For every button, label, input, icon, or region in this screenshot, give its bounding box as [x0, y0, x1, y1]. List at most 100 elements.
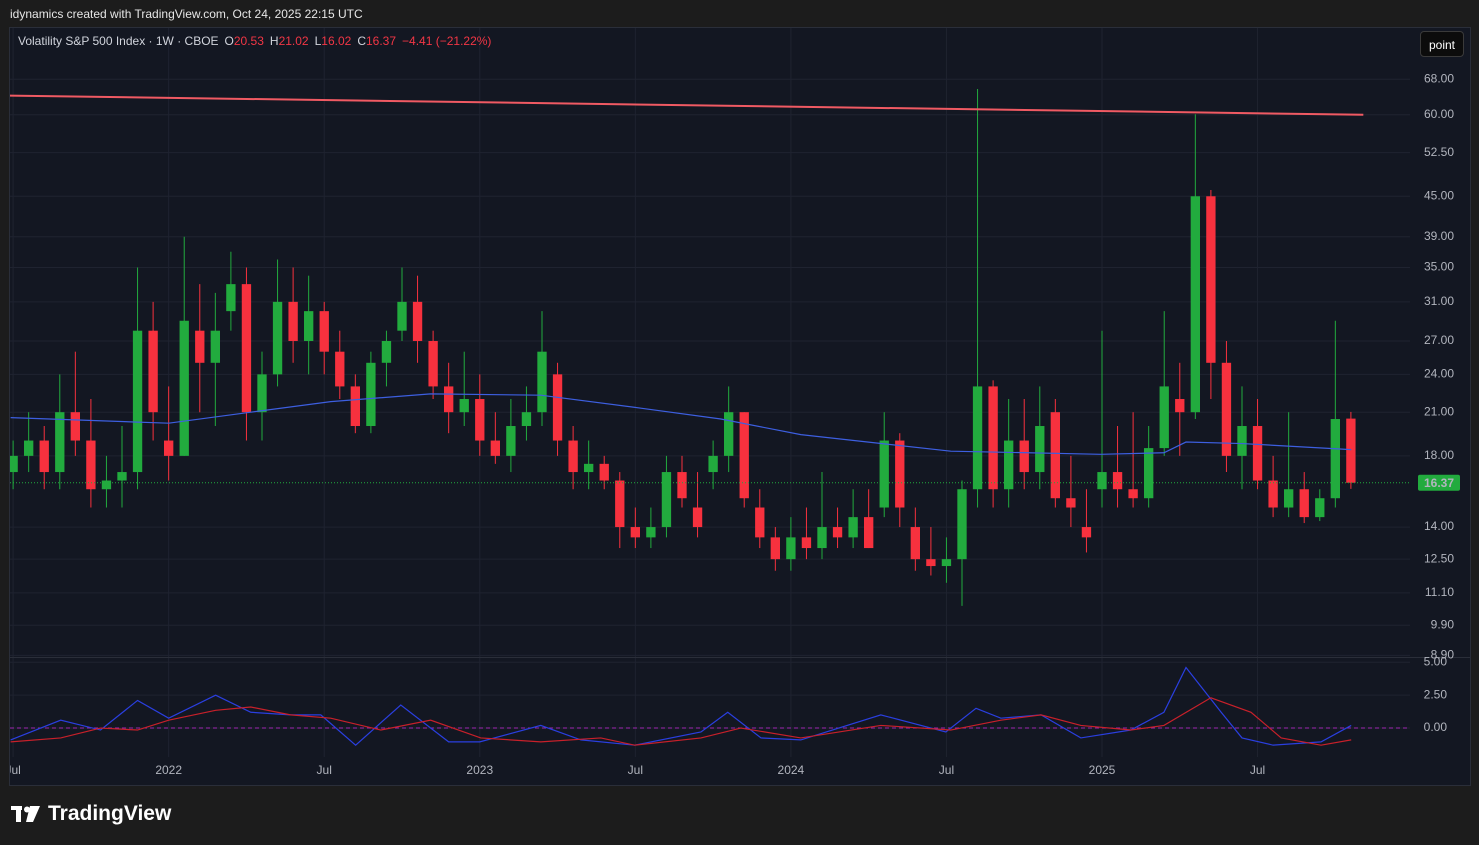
moving-average	[10, 393, 1352, 455]
candle-body	[537, 351, 547, 413]
trend-line	[10, 94, 1364, 116]
candle-body	[55, 412, 65, 473]
candle-body	[164, 440, 174, 456]
candle-body	[490, 440, 500, 456]
candle-body	[926, 559, 936, 567]
candle-body	[1128, 489, 1138, 499]
x-tick-label: Jul	[1250, 763, 1265, 777]
candle-body	[1112, 472, 1123, 490]
candle-body	[350, 386, 360, 427]
candle-body	[1159, 386, 1169, 449]
candle-body	[692, 507, 703, 528]
candle-body	[941, 559, 952, 567]
y-tick-label: 39.00	[1424, 229, 1454, 243]
y-tick-label: 14.00	[1424, 519, 1454, 533]
candle-body	[568, 440, 578, 473]
candle-body	[70, 412, 80, 441]
candle-body	[817, 527, 827, 549]
candle-body	[1284, 489, 1294, 508]
candle-body	[521, 412, 532, 427]
y-tick-label: 11.10	[1425, 585, 1454, 599]
candle-body	[1066, 498, 1076, 508]
candle-body	[1050, 412, 1060, 499]
candle-body	[848, 517, 858, 538]
x-tick-label: 2022	[155, 763, 182, 777]
main-pane	[10, 89, 1410, 606]
candle-body	[646, 527, 656, 538]
y-tick-label: 9.90	[1431, 617, 1455, 631]
candle-body	[39, 440, 49, 473]
candle-body	[879, 440, 889, 508]
y-tick-label: 27.00	[1424, 333, 1454, 347]
last-price-label: 16.37	[1424, 476, 1454, 490]
candle-body	[1206, 196, 1216, 363]
x-tick-label: 2024	[778, 763, 805, 777]
candle-body	[755, 507, 765, 538]
indicator-tick-label: 0.00	[1424, 720, 1448, 734]
candle-body	[1252, 426, 1263, 481]
candle-body	[1315, 498, 1325, 518]
candle-body	[1097, 472, 1107, 490]
grid	[10, 28, 1410, 757]
candle-body	[288, 301, 298, 341]
candle-body	[1035, 426, 1045, 473]
candle-body	[10, 455, 18, 473]
y-tick-label: 60.00	[1424, 107, 1454, 121]
legend-letter: C	[357, 34, 366, 48]
candle-body	[988, 386, 998, 490]
candle-body	[708, 455, 718, 473]
candle-body	[428, 340, 438, 387]
candle-body	[195, 330, 205, 363]
y-tick-label: 8.90	[1431, 648, 1455, 662]
candle-body	[319, 311, 329, 352]
y-tick-label: 12.50	[1424, 551, 1454, 565]
candle-body	[304, 311, 314, 341]
candle-body	[397, 301, 407, 331]
candle-body	[1081, 527, 1092, 538]
y-tick-label: 18.00	[1424, 448, 1454, 462]
point-button[interactable]: point	[1420, 31, 1464, 57]
legend-letter: L	[314, 34, 322, 48]
candle-body	[1004, 440, 1014, 490]
legend-change: −4.41 (−21.22%)	[402, 34, 492, 48]
candle-body	[210, 330, 220, 363]
candle-body	[1330, 419, 1340, 499]
candle-body	[24, 440, 34, 456]
legend-value: 16.37	[366, 34, 397, 48]
candle-body	[1019, 440, 1029, 473]
candle-body	[661, 472, 672, 528]
legend-value: 20.53	[233, 34, 264, 48]
candle-body	[381, 340, 392, 363]
candle-body	[117, 472, 127, 481]
brand: TradingView	[48, 802, 172, 825]
candle-body	[1144, 448, 1154, 499]
indicator-pane	[10, 666, 1410, 746]
indicator-line	[10, 666, 1352, 746]
candle-body	[972, 386, 983, 490]
logo-icon	[11, 806, 40, 822]
candle-body	[506, 426, 516, 456]
legend: Volatility S&P 500 Index · 1W · CBOE O20.…	[18, 34, 497, 48]
candle-body	[1175, 399, 1185, 413]
candle-body	[630, 527, 640, 538]
y-tick-label: 35.00	[1424, 260, 1454, 274]
candle-body	[599, 463, 609, 481]
x-tick-label: Jul	[5, 763, 20, 777]
candle-body	[552, 374, 563, 441]
candle-body	[132, 330, 143, 473]
candle-body	[832, 527, 843, 538]
candle-body	[226, 284, 236, 312]
y-tick-label: 52.50	[1424, 145, 1454, 159]
y-tick-label: 45.00	[1424, 188, 1454, 202]
x-tick-label: Jul	[939, 763, 954, 777]
candle-body	[148, 330, 158, 413]
candle-body	[475, 399, 485, 441]
indicator-tick-label: 2.50	[1424, 687, 1448, 701]
y-tick-label: 68.00	[1424, 71, 1454, 85]
last-price-box	[1418, 474, 1460, 491]
candle-body	[677, 472, 687, 499]
x-tick-label: 2023	[466, 763, 493, 777]
candle-body	[1346, 418, 1356, 483]
y-tick-label: 24.00	[1424, 367, 1454, 381]
